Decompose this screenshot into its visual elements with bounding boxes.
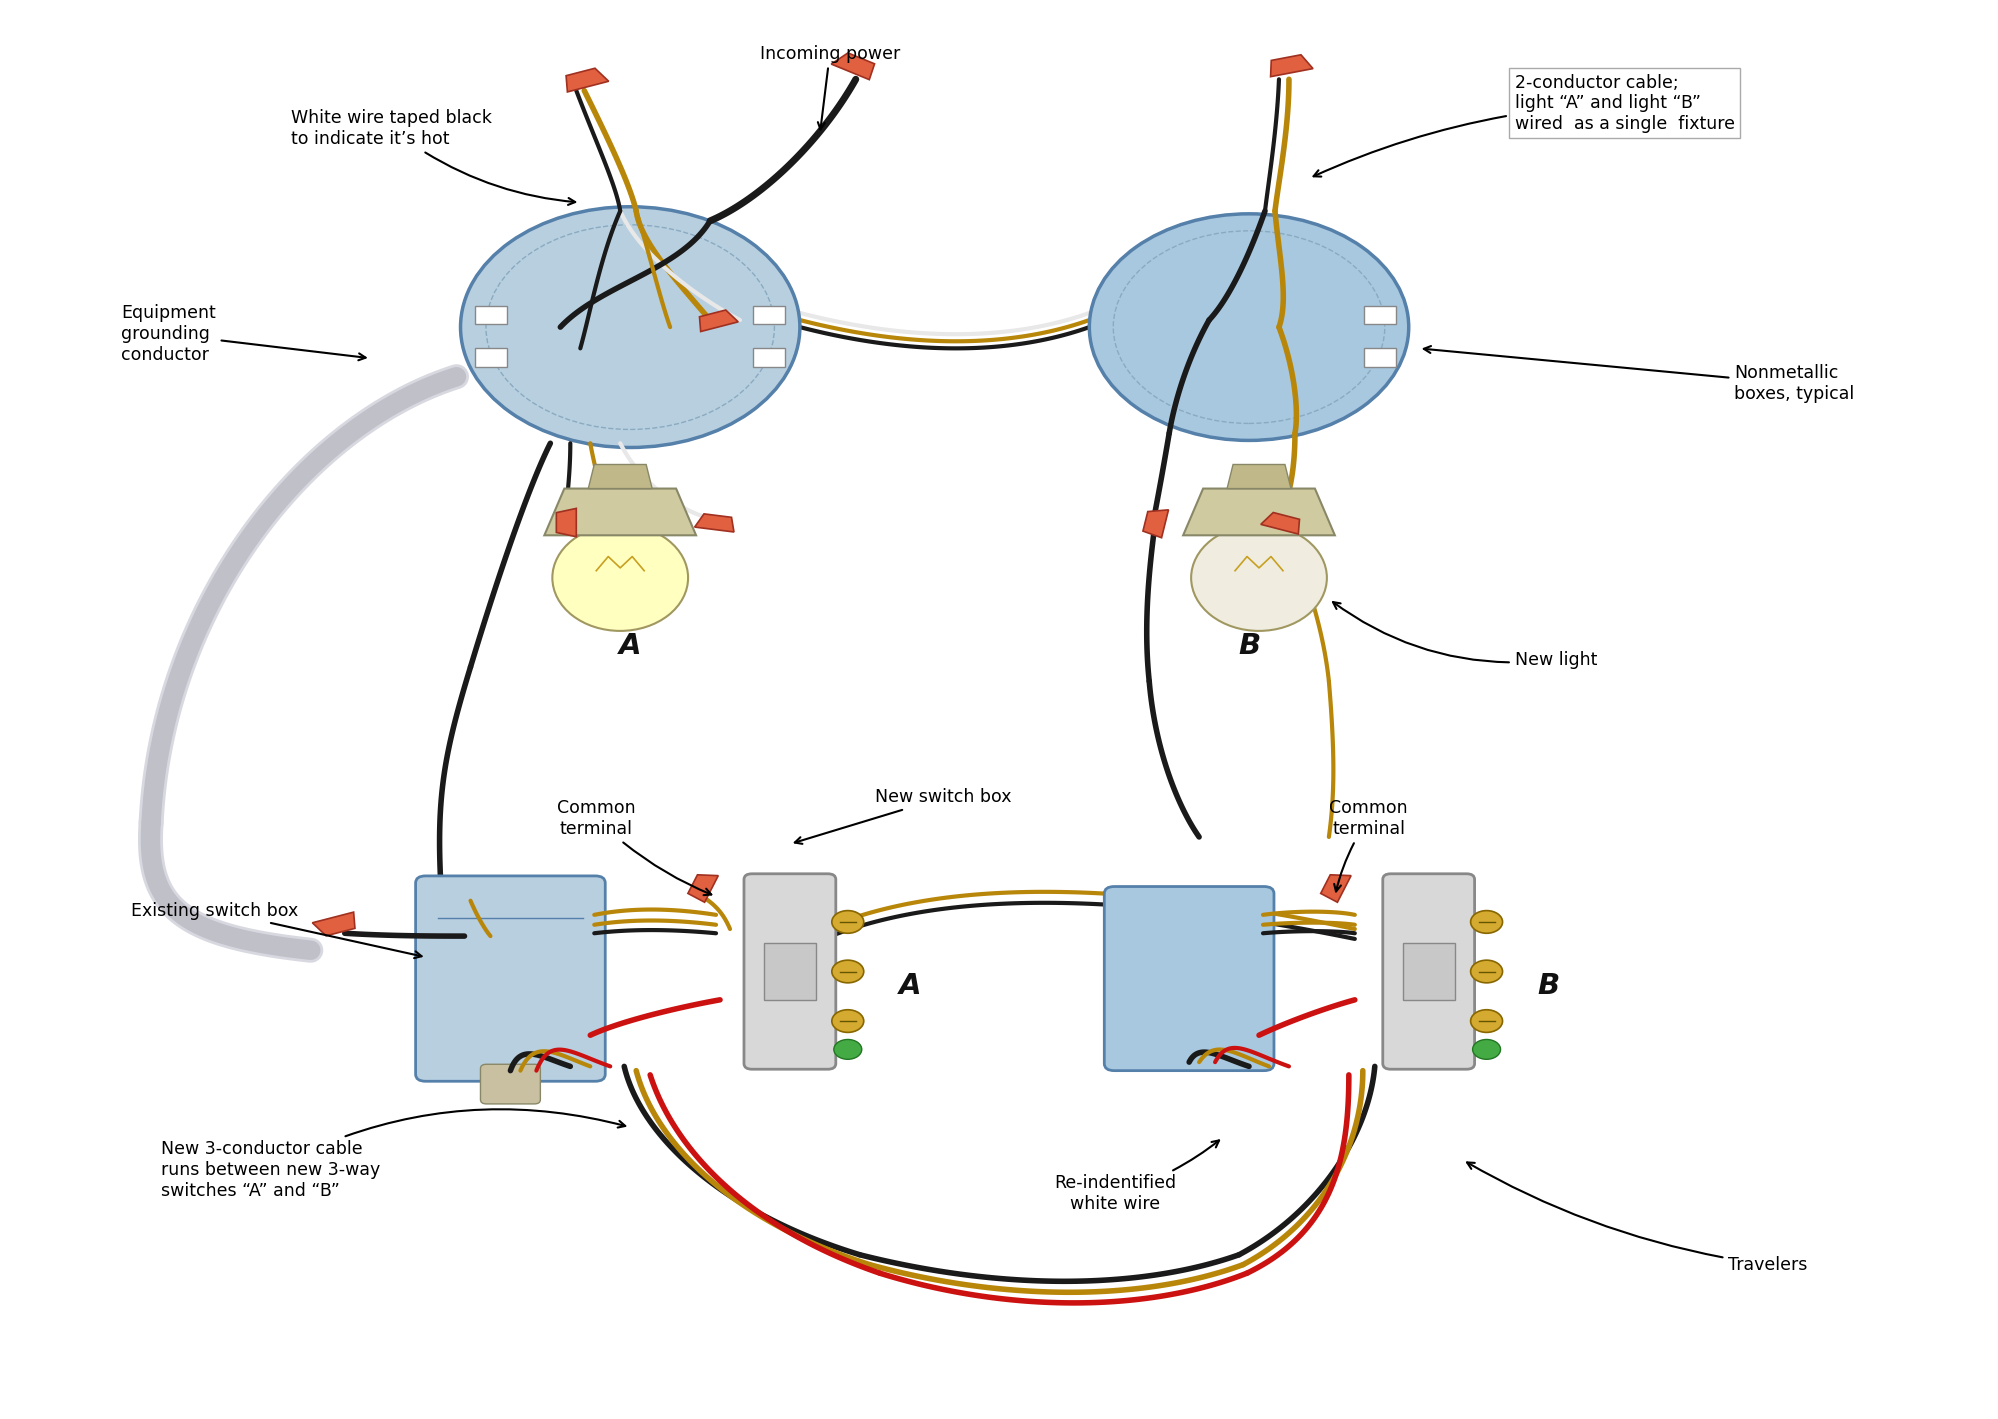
Bar [476,348,507,366]
Bar [1403,944,1455,1000]
Polygon shape [1143,509,1169,538]
Polygon shape [1183,488,1335,535]
Circle shape [460,207,799,447]
Ellipse shape [1191,525,1327,631]
Polygon shape [687,874,717,902]
Bar [753,348,785,366]
Text: 2-conductor cable;
light “A” and light “B”
wired  as a single  fixture: 2-conductor cable; light “A” and light “… [1313,74,1734,176]
Bar [476,307,507,325]
Circle shape [831,961,863,983]
Polygon shape [555,508,575,536]
FancyBboxPatch shape [1103,887,1273,1071]
Text: B: B [1536,972,1558,999]
Text: New 3-conductor cable
runs between new 3-way
switches “A” and “B”: New 3-conductor cable runs between new 3… [162,1110,625,1199]
Text: Common
terminal: Common terminal [557,799,711,895]
Bar [763,944,815,1000]
Polygon shape [565,68,607,92]
Circle shape [1089,214,1409,440]
Polygon shape [699,309,737,332]
Bar [1363,307,1395,325]
Text: White wire taped black
to indicate it’s hot: White wire taped black to indicate it’s … [290,109,575,204]
Bar [1363,348,1395,366]
Polygon shape [693,514,733,532]
Circle shape [1473,1040,1500,1060]
Polygon shape [587,464,651,488]
Text: Incoming power: Incoming power [759,45,899,129]
Text: A: A [897,972,921,999]
Circle shape [1471,961,1502,983]
Polygon shape [312,912,356,935]
Text: A: A [619,631,641,660]
Text: Common
terminal: Common terminal [1329,799,1407,891]
Text: New switch box: New switch box [795,789,1011,844]
Text: Travelers: Travelers [1467,1162,1806,1274]
Text: Re-indentified
white wire: Re-indentified white wire [1053,1141,1219,1213]
Circle shape [1471,911,1502,934]
Circle shape [1471,1010,1502,1033]
Polygon shape [1271,55,1313,77]
FancyBboxPatch shape [1383,874,1475,1070]
Circle shape [833,1040,861,1060]
Text: Existing switch box: Existing switch box [132,901,422,958]
FancyBboxPatch shape [743,874,835,1070]
Text: B: B [1237,631,1259,660]
Circle shape [831,1010,863,1033]
Polygon shape [1321,874,1351,902]
Text: Nonmetallic
boxes, typical: Nonmetallic boxes, typical [1423,346,1854,403]
Polygon shape [831,53,875,79]
FancyBboxPatch shape [416,876,605,1081]
Bar [753,307,785,325]
Polygon shape [1261,512,1299,534]
Circle shape [831,911,863,934]
FancyBboxPatch shape [480,1064,539,1104]
Text: Equipment
grounding
conductor: Equipment grounding conductor [122,305,366,365]
Polygon shape [543,488,695,535]
Polygon shape [1227,464,1291,488]
Ellipse shape [551,525,687,631]
Text: New light: New light [1333,602,1596,668]
